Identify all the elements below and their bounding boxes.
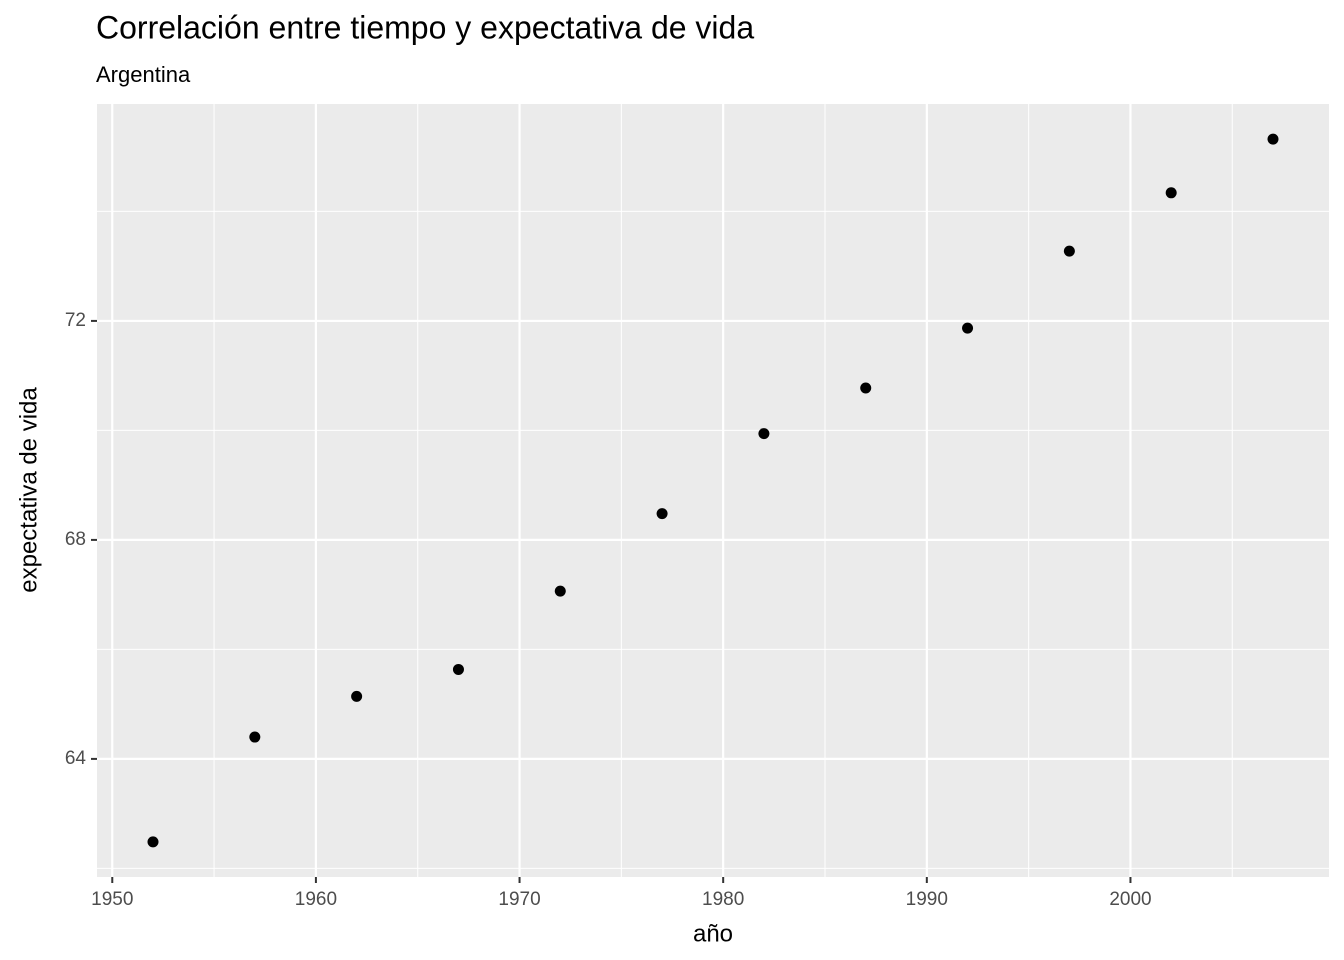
x-tick-label: 1980 [702,889,744,910]
point [860,382,872,394]
x-tick-label: 1950 [91,889,133,910]
y-tick-label: 64 [65,748,87,769]
point [758,428,770,440]
point [351,690,363,702]
panel [97,104,1329,877]
point [962,322,974,334]
y-tick-label: 68 [65,529,86,550]
point [1063,245,1075,257]
point [554,585,566,597]
chart-title: Correlación entre tiempo y expectativa d… [96,9,754,45]
x-tick-label: 1970 [498,889,540,910]
point [147,836,159,848]
x-axis-label: año [693,920,733,947]
y-axis-label: expectativa de vida [15,387,42,593]
point [249,731,261,743]
point [656,508,668,520]
point [1165,187,1177,199]
x-tick-label: 2000 [1109,889,1151,910]
x-tick-label: 1990 [906,889,948,910]
x-tick-label: 1960 [295,889,337,910]
point [1267,133,1279,145]
chart-subtitle: Argentina [96,62,191,87]
point [452,663,464,675]
y-tick-label: 72 [65,310,86,331]
